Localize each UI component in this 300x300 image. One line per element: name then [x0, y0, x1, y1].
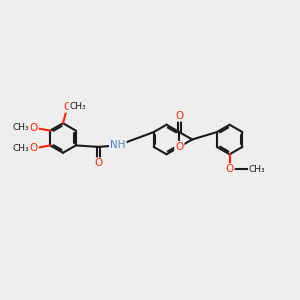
Text: O: O — [30, 143, 38, 153]
Text: CH₃: CH₃ — [13, 144, 29, 153]
Text: CH₃: CH₃ — [13, 123, 29, 132]
Text: O: O — [226, 164, 234, 174]
Text: CH₃: CH₃ — [70, 102, 86, 111]
Text: O: O — [94, 158, 102, 168]
Text: O: O — [175, 111, 183, 121]
Text: O: O — [175, 142, 183, 152]
Text: O: O — [30, 123, 38, 133]
Text: O: O — [63, 102, 72, 112]
Text: NH: NH — [110, 140, 126, 150]
Text: CH₃: CH₃ — [249, 165, 266, 174]
